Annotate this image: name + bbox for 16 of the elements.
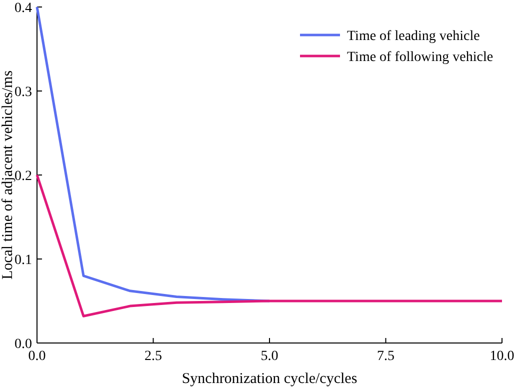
legend-label: Time of following vehicle xyxy=(347,50,494,65)
y-tick-label: 0.1 xyxy=(14,253,32,268)
y-tick-label: 0.0 xyxy=(14,337,32,352)
line-series xyxy=(36,174,504,318)
y-tick-label: 0.2 xyxy=(14,169,32,184)
line-series xyxy=(36,6,271,302)
x-axis-title: Synchronization cycle/cycles xyxy=(182,371,358,387)
x-tick-label: 2.5 xyxy=(144,349,162,364)
x-tick-label: 10.0 xyxy=(490,349,514,364)
legend-label: Time of leading vehicle xyxy=(347,29,480,44)
y-tick-label: 0.4 xyxy=(14,1,32,16)
x-tick-label: 7.5 xyxy=(377,349,394,364)
y-tick-label: 0.3 xyxy=(14,85,32,100)
x-tick-label: 0.0 xyxy=(28,349,46,364)
y-axis-title: Local time of adjacent vehicles/ms xyxy=(0,70,16,280)
x-tick-label: 5.0 xyxy=(260,349,278,364)
